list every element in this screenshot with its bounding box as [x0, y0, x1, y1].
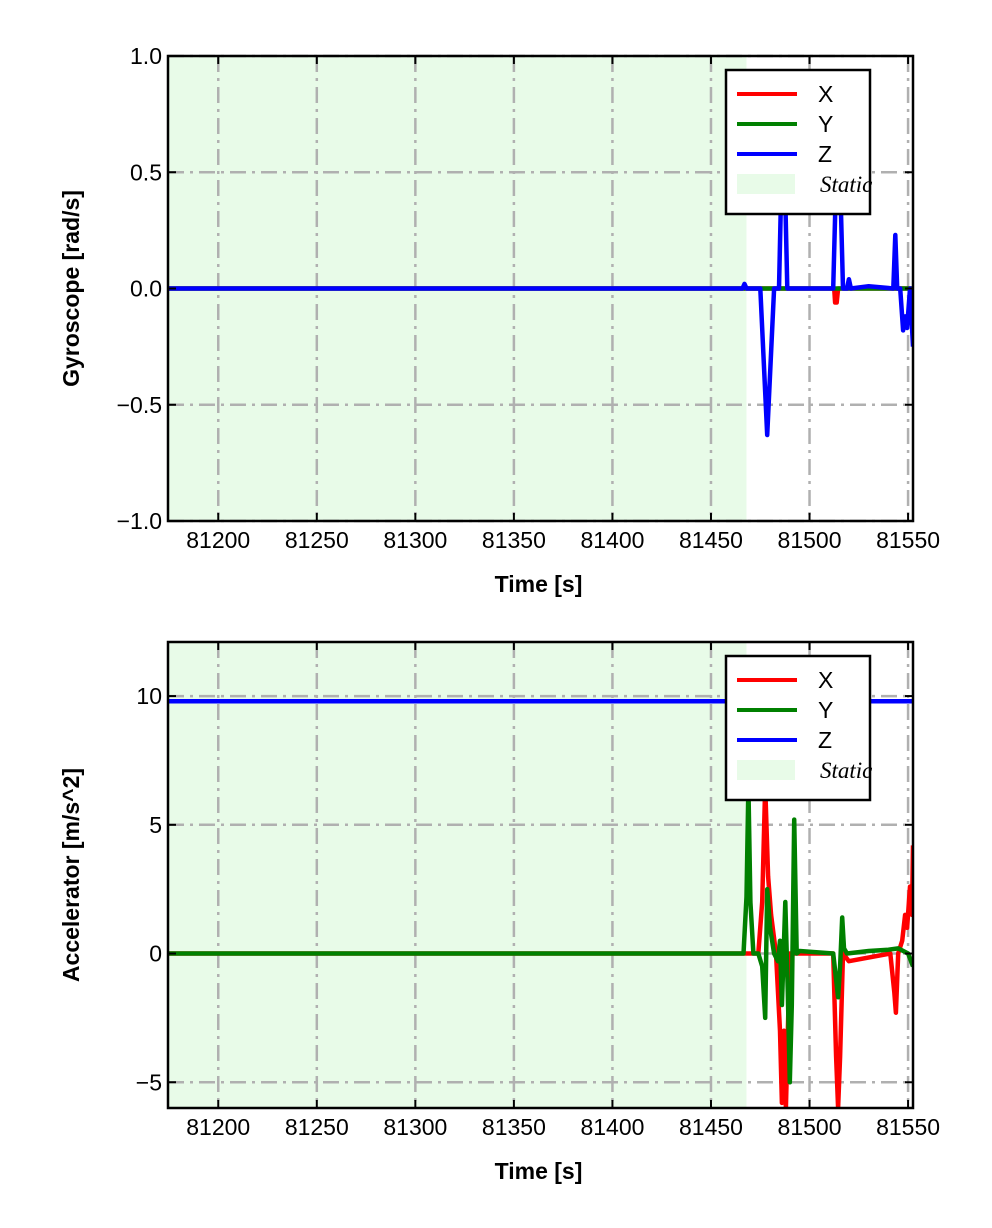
- legend-label: Y: [818, 697, 833, 723]
- static-region: [168, 642, 747, 1108]
- axes-frame: [166, 640, 915, 1110]
- y-tick-label: −0.5: [117, 392, 162, 418]
- chart-gyroscope: 81200 81250 81300 81350 81400 81450 81500 81550…: [58, 43, 940, 597]
- x-tick-label: 81400: [580, 527, 644, 553]
- x-tick-label: 81450: [679, 527, 743, 553]
- x-tick-label: 81400: [580, 1114, 644, 1140]
- y-tick-label: 0.5: [130, 159, 162, 185]
- x-tick-label: 81350: [482, 1114, 546, 1140]
- x-tick-label: 81500: [778, 1114, 842, 1140]
- x-tick-label: 81550: [876, 1114, 940, 1140]
- legend: XYZ Static: [724, 68, 872, 216]
- x-tick-label: 81550: [876, 527, 940, 553]
- legend: XYZ Static: [724, 654, 872, 802]
- x-tick-label: 81200: [186, 527, 250, 553]
- x-tick-label: 81200: [186, 1114, 250, 1140]
- x-tick-label: 81250: [285, 527, 349, 553]
- series-group: [168, 100, 913, 438]
- legend-label: X: [818, 667, 833, 693]
- legend-label: Static: [820, 172, 872, 197]
- legend-label: Z: [818, 727, 832, 753]
- legend-label: Y: [818, 111, 833, 137]
- y-axis-label: Accelerator [m/s^2]: [58, 768, 84, 982]
- x-tick-label: 81300: [383, 1114, 447, 1140]
- y-tick-label: 0.0: [130, 276, 162, 302]
- legend-label: Static: [820, 758, 872, 783]
- x-tick-label: 81500: [778, 527, 842, 553]
- chart-accelerator: 81200 81250 81300 81350 81400 81450 81500 81550…: [58, 640, 940, 1184]
- y-tick-label: 0: [149, 941, 162, 967]
- legend-swatch-static: [737, 174, 795, 194]
- y-tick-label: −1.0: [117, 508, 162, 534]
- x-tick-label: 81350: [482, 527, 546, 553]
- x-tick-label: 81250: [285, 1114, 349, 1140]
- x-axis-label: Time [s]: [495, 1158, 583, 1184]
- x-tick-label: 81300: [383, 527, 447, 553]
- x-tick-label: 81450: [679, 1114, 743, 1140]
- series-line-z: [168, 100, 913, 438]
- legend-swatch-static: [737, 760, 795, 780]
- y-tick-label: −5: [136, 1069, 162, 1095]
- y-tick-label: 1.0: [130, 43, 162, 69]
- x-axis-label: Time [s]: [495, 571, 583, 597]
- series-line-y: [168, 783, 913, 1085]
- y-tick-label: 10: [136, 683, 162, 709]
- y-tick-label: 5: [149, 812, 162, 838]
- legend-label: X: [818, 81, 833, 107]
- legend-label: Z: [818, 141, 832, 167]
- y-axis-label: Gyroscope [rad/s]: [58, 190, 84, 387]
